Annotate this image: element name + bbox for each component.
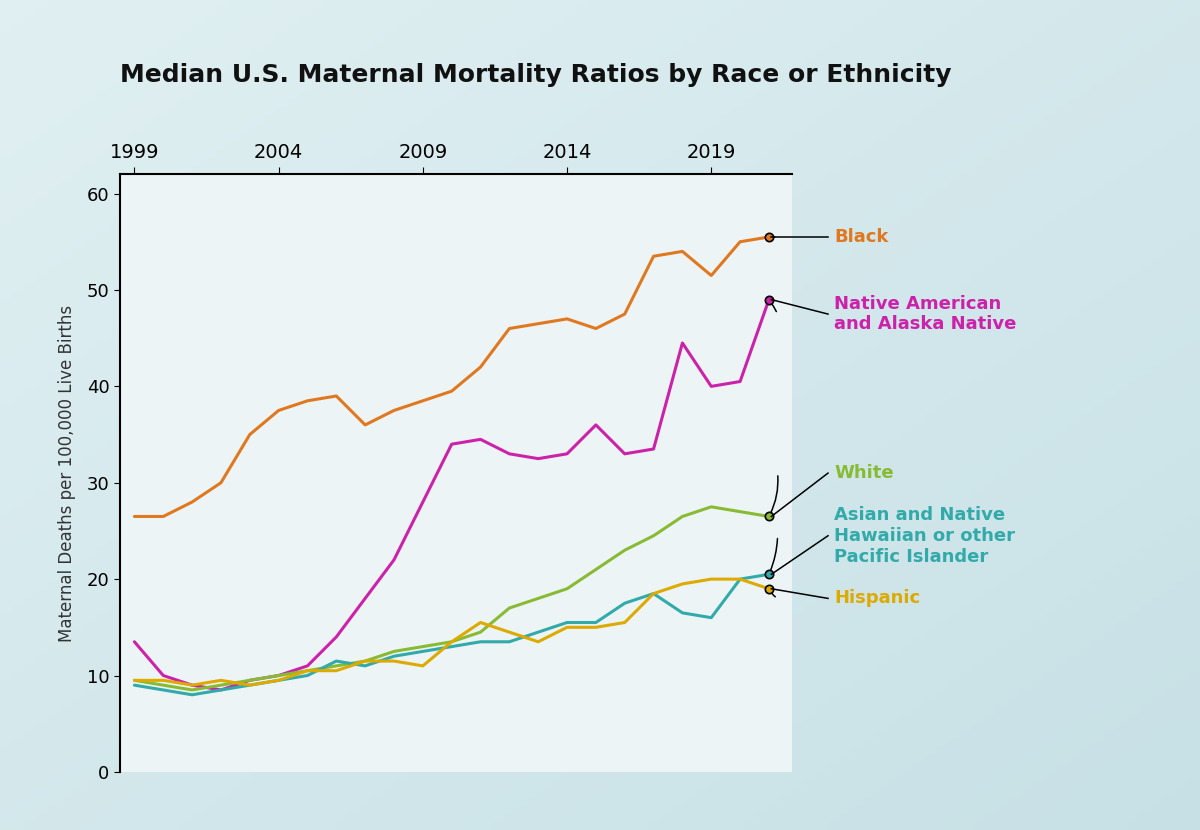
Text: White: White — [834, 464, 894, 482]
Y-axis label: Maternal Deaths per 100,000 Live Births: Maternal Deaths per 100,000 Live Births — [58, 305, 76, 642]
Text: Asian and Native
Hawaiian or other
Pacific Islander: Asian and Native Hawaiian or other Pacif… — [834, 506, 1015, 565]
Text: Hispanic: Hispanic — [834, 589, 920, 608]
Text: Native American
and Alaska Native: Native American and Alaska Native — [834, 295, 1016, 334]
Text: Median U.S. Maternal Mortality Ratios by Race or Ethnicity: Median U.S. Maternal Mortality Ratios by… — [120, 63, 952, 87]
Text: Black: Black — [834, 228, 888, 246]
